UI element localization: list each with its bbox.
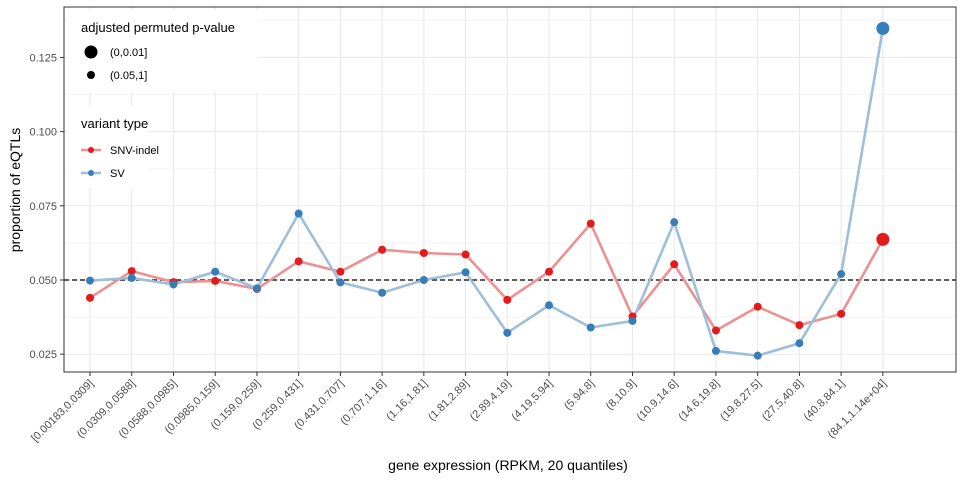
data-point-snv-indel — [419, 249, 428, 258]
data-point-snv-indel — [670, 260, 679, 269]
y-tick-label: 0.100 — [29, 127, 57, 139]
data-point-sv — [378, 288, 387, 297]
data-point-sv — [169, 280, 178, 289]
data-point-sv — [86, 276, 94, 285]
data-point-snv-indel — [545, 267, 554, 276]
data-point-snv-indel — [294, 257, 303, 266]
data-point-sv — [876, 21, 890, 35]
data-point-sv — [461, 268, 470, 277]
data-point-snv-indel — [503, 295, 512, 304]
data-point-snv-indel — [127, 267, 136, 276]
data-point-sv — [211, 267, 220, 276]
series-line-sv — [88, 27, 885, 357]
y-tick-label: 0.025 — [29, 349, 57, 361]
data-point-sv — [336, 278, 345, 287]
data-point-sv — [503, 328, 512, 337]
data-point-snv-indel — [211, 276, 220, 285]
legend: adjusted permuted p-value (0,0.01] (0.05… — [68, 10, 258, 188]
data-point-sv — [252, 284, 261, 293]
data-point-sv — [545, 301, 554, 310]
data-point-snv-indel — [378, 245, 387, 254]
data-point-snv-indel — [876, 232, 890, 246]
data-point-sv — [586, 323, 595, 332]
y-tick-label: 0.050 — [29, 275, 57, 287]
data-point-snv-indel — [795, 321, 804, 330]
size-legend-box — [68, 10, 258, 92]
data-point-sv — [711, 346, 720, 355]
data-point-sv — [294, 209, 303, 218]
major-gridlines — [64, 7, 956, 372]
series-points — [86, 21, 890, 360]
series-line-snv-indel — [88, 222, 885, 332]
data-point-sv — [753, 351, 762, 360]
y-axis: 0.025 0.050 0.075 0.100 0.125 — [29, 52, 64, 361]
size-legend-key-small — [87, 71, 95, 79]
y-tick-label: 0.125 — [29, 52, 57, 64]
size-legend-title: adjusted permuted p-value — [81, 20, 235, 35]
data-point-snv-indel — [837, 309, 846, 318]
data-point-sv — [795, 339, 804, 348]
data-point-sv — [628, 316, 637, 325]
data-point-sv — [670, 218, 679, 227]
y-axis-title: proportion of eQTLs — [7, 128, 23, 253]
series-lines — [88, 27, 885, 357]
data-point-sv — [419, 276, 428, 285]
x-axis-title: gene expression (RPKM, 20 quantiles) — [388, 457, 628, 473]
data-point-snv-indel — [753, 302, 762, 311]
data-point-snv-indel — [586, 219, 595, 228]
color-legend-title: variant type — [81, 116, 148, 131]
data-point-snv-indel — [461, 250, 470, 259]
color-legend-label-snv: SNV-indel — [110, 145, 159, 157]
data-point-sv — [837, 270, 846, 279]
color-legend-box — [68, 106, 148, 188]
y-tick-label: 0.075 — [29, 201, 57, 213]
size-legend-key-large — [84, 45, 98, 59]
data-point-sv — [127, 273, 136, 282]
color-legend-key-snv — [88, 147, 94, 153]
plot-panel-border — [63, 6, 957, 373]
color-legend-key-sv — [88, 170, 94, 176]
data-point-snv-indel — [86, 293, 94, 302]
data-point-snv-indel — [711, 326, 720, 335]
data-point-snv-indel — [336, 267, 345, 276]
size-legend-label-small: (0.05,1] — [110, 70, 147, 82]
size-legend-label-large: (0,0.01] — [110, 47, 147, 59]
color-legend-label-sv: SV — [110, 168, 125, 180]
